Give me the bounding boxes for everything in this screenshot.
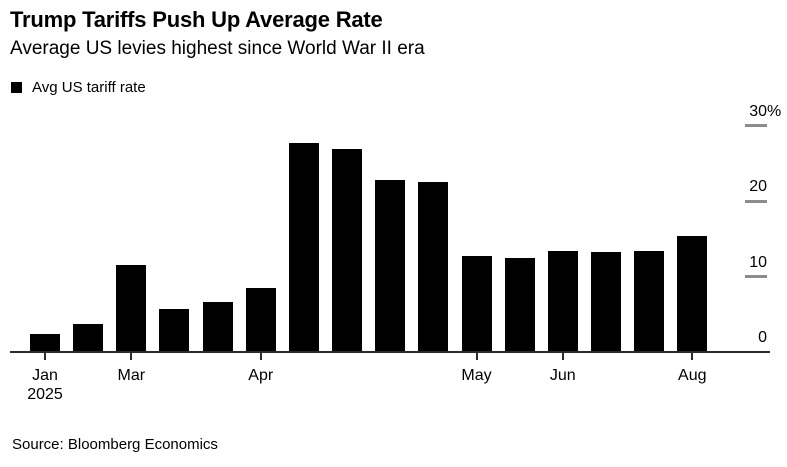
bar xyxy=(590,252,621,351)
legend: Avg US tariff rate xyxy=(11,79,146,96)
bar xyxy=(504,258,535,351)
bar xyxy=(375,180,406,351)
x-tick-label: Apr xyxy=(248,367,274,384)
y-tick-label: 10 xyxy=(749,253,767,271)
bar xyxy=(288,143,319,351)
x-tick-mark xyxy=(44,352,46,360)
y-tick-label: 0 xyxy=(758,329,767,346)
x-tick-label: May xyxy=(461,367,492,384)
y-tick-dash xyxy=(745,275,767,278)
legend-swatch-icon xyxy=(11,82,22,93)
x-tick-mark xyxy=(475,352,478,360)
x-tick-mark xyxy=(691,352,694,360)
x-tick-mark xyxy=(259,352,262,360)
bar xyxy=(634,251,665,351)
chart-title: Trump Tariffs Push Up Average Rate xyxy=(10,7,383,32)
bar xyxy=(30,334,60,351)
x-tick-label: Jun xyxy=(549,367,576,384)
x-tick-label: Mar xyxy=(117,367,146,384)
bar xyxy=(677,236,708,351)
bar xyxy=(245,287,276,351)
bar xyxy=(159,309,190,351)
source-note: Source: Bloomberg Economics xyxy=(12,436,218,453)
bar xyxy=(547,251,578,351)
chart-subtitle: Average US levies highest since World Wa… xyxy=(10,38,425,59)
x-axis-line xyxy=(10,351,770,353)
x-tick-label: Aug xyxy=(678,367,707,384)
bar xyxy=(202,301,233,351)
y-tick-label: 30% xyxy=(749,102,782,120)
x-tick-mark xyxy=(561,352,564,360)
x-tick-mark xyxy=(130,352,133,360)
bar xyxy=(418,181,449,351)
bar xyxy=(332,148,363,351)
legend-label: Avg US tariff rate xyxy=(32,79,146,96)
x-tick-sublabel: 2025 xyxy=(27,386,63,403)
bar xyxy=(73,323,104,351)
x-tick-label: Jan 2025 xyxy=(5,366,85,404)
bar xyxy=(461,255,492,351)
y-tick-dash xyxy=(745,199,767,203)
y-tick-dash xyxy=(745,124,767,127)
bar xyxy=(116,264,147,351)
y-tick-label: 20 xyxy=(749,178,767,195)
